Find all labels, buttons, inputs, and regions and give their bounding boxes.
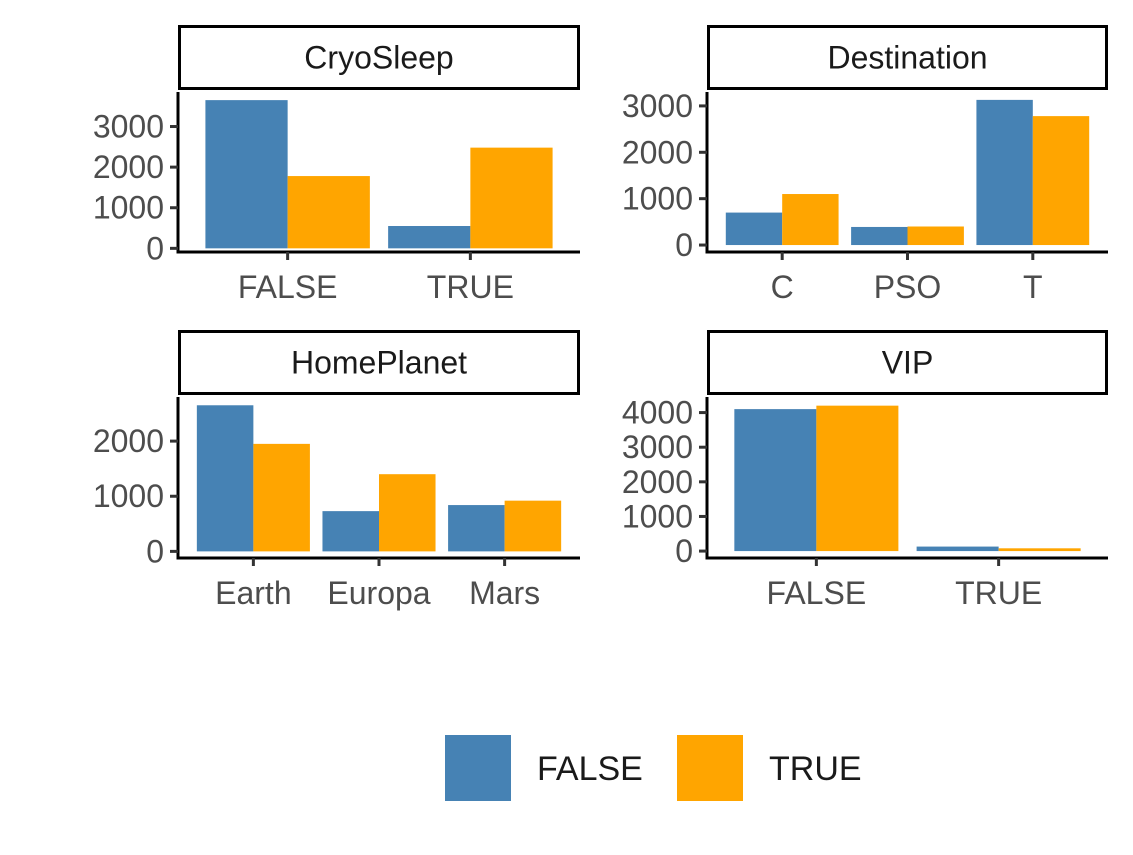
facet-panel-cryosleep: CryoSleep 0 1000 2000 3000 FALSE TRUE (93, 25, 580, 305)
x-tick-label: Mars (469, 575, 540, 611)
x-tick-label: C (771, 269, 794, 305)
legend-key-true (677, 735, 743, 801)
bar-true-false (916, 546, 999, 552)
bar-europa-false (322, 511, 379, 552)
bar-true-false (388, 226, 471, 249)
bar-earth-false (196, 405, 254, 552)
bar-c-false (725, 212, 783, 246)
y-tick-label: 3000 (622, 88, 693, 124)
y-tick-label: 1000 (622, 181, 693, 217)
bar-pso-true (907, 226, 964, 246)
legend: FALSE TRUE (445, 735, 862, 801)
facet-title: Destination (827, 40, 987, 76)
legend-key-false (445, 735, 511, 801)
facet-title: VIP (882, 345, 934, 381)
bar-false-false (734, 409, 817, 552)
facet-strip (707, 25, 1108, 90)
y-tick-label: 0 (146, 230, 164, 266)
facet-panel-destination: Destination 0 1000 2000 3000 C PSO T (622, 25, 1108, 305)
bar-mars-true (504, 500, 562, 552)
bar-europa-true (379, 474, 436, 552)
x-tick-label: TRUE (955, 575, 1042, 611)
y-tick-label: 2000 (622, 134, 693, 170)
y-tick-label: 0 (675, 533, 693, 569)
bar-true-true (470, 147, 553, 249)
y-tick-label: 2000 (93, 423, 164, 459)
bar-false-true (287, 176, 370, 249)
facet-strip (178, 330, 580, 395)
bar-true-true (998, 548, 1081, 552)
legend-label-true: TRUE (769, 750, 862, 788)
facet-title: HomePlanet (291, 345, 467, 381)
facet-strip (707, 330, 1108, 395)
facet-strip (178, 25, 580, 90)
y-tick-label: 1000 (622, 498, 693, 534)
y-tick-label: 4000 (622, 395, 693, 431)
y-tick-label: 1000 (93, 190, 164, 226)
x-tick-label: FALSE (767, 575, 867, 611)
x-tick-label: Europa (327, 575, 430, 611)
y-tick-label: 3000 (622, 429, 693, 465)
bar-t-true (1032, 116, 1090, 246)
bar-t-false (976, 99, 1033, 246)
y-tick-label: 3000 (93, 109, 164, 145)
bar-false-false (205, 100, 288, 249)
y-tick-label: 0 (675, 227, 693, 263)
bar-mars-false (448, 505, 505, 552)
x-tick-label: T (1023, 269, 1043, 305)
facet-panel-homeplanet: HomePlanet 0 1000 2000 Earth Europa Mars (93, 330, 580, 611)
x-tick-label: FALSE (238, 269, 338, 305)
y-tick-label: 2000 (622, 464, 693, 500)
x-tick-label: TRUE (427, 269, 514, 305)
y-tick-label: 0 (146, 533, 164, 569)
facet-title: CryoSleep (304, 40, 453, 76)
bar-false-true (816, 405, 899, 552)
bar-pso-false (851, 226, 908, 246)
y-tick-label: 1000 (93, 478, 164, 514)
x-tick-label: Earth (215, 575, 291, 611)
x-tick-label: PSO (874, 269, 942, 305)
bar-c-true (782, 194, 839, 246)
bar-earth-true (253, 443, 310, 552)
y-tick-label: 2000 (93, 149, 164, 185)
legend-label-false: FALSE (537, 750, 643, 788)
